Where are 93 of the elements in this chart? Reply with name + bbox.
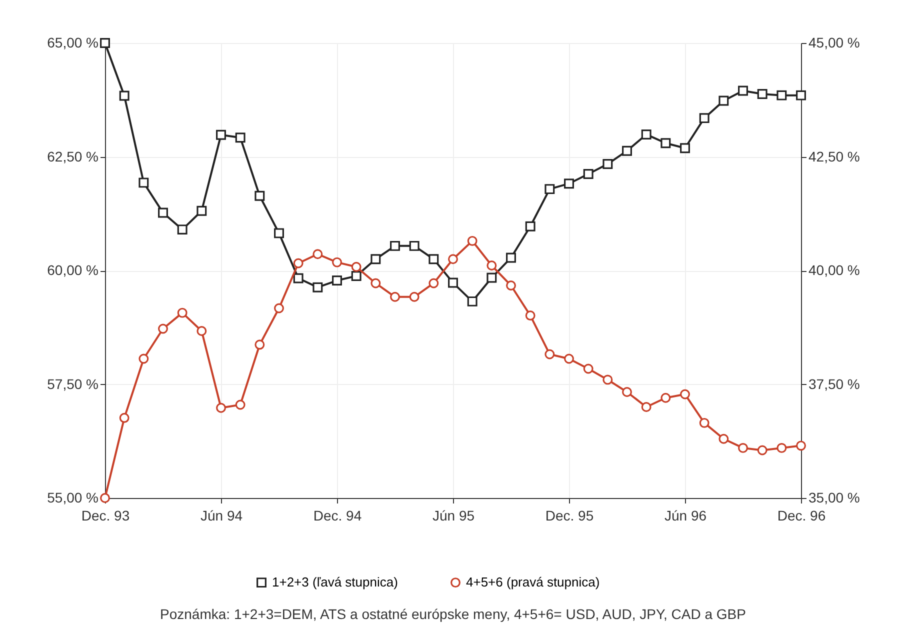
y2-tick-label: 40,00 % [808, 262, 860, 278]
point [718, 96, 729, 106]
point [100, 38, 110, 48]
point [602, 374, 613, 385]
x-tick-label: Dec. 93 [81, 508, 130, 524]
point [428, 278, 439, 288]
point [486, 260, 497, 270]
point [158, 324, 168, 334]
point [757, 445, 768, 456]
point [602, 159, 613, 170]
point [138, 354, 149, 364]
point [544, 349, 555, 360]
point [351, 262, 362, 272]
point [680, 143, 690, 154]
point [196, 206, 207, 216]
point [564, 354, 574, 364]
x-tick-label: Dec. 95 [545, 508, 594, 524]
point [738, 442, 748, 453]
point [525, 221, 536, 232]
y2-tick-label: 45,00 % [808, 34, 860, 50]
point [138, 178, 149, 188]
legend-label: 1+2+3 (ľavá stupnica) [272, 574, 398, 590]
point [622, 146, 632, 156]
x-tick-label: Jún 94 [200, 508, 243, 524]
point [332, 276, 342, 286]
y-tick-label: 57,50 % [47, 376, 98, 392]
point [583, 169, 594, 180]
point [680, 389, 690, 400]
point [506, 252, 516, 263]
point [467, 296, 478, 306]
y-tick-label: 55,00 % [47, 490, 98, 506]
point [699, 113, 710, 124]
point [274, 228, 284, 238]
point [776, 442, 787, 453]
point [254, 340, 265, 350]
y2-tick-label: 35,00 % [808, 490, 860, 506]
point [583, 364, 594, 374]
point [235, 400, 246, 410]
point [564, 178, 574, 189]
x-tick-label: Dec. 96 [777, 508, 826, 524]
point [622, 387, 632, 397]
point [660, 138, 671, 148]
point [177, 224, 188, 235]
y-tick-label: 60,00 % [47, 262, 98, 278]
point [216, 402, 226, 413]
x-tick-label: Jún 96 [664, 508, 707, 524]
point [738, 86, 748, 96]
point [796, 90, 806, 100]
text: Poznámka: 1+2+3=DEM, ATS a ostatné európske meny, 4+5+6= USD, AUD, JPY, CAD a GBP [160, 606, 746, 622]
point [486, 272, 497, 283]
legend-label: 4+5+6 (pravá stupnica) [466, 574, 600, 590]
point [428, 254, 439, 264]
point [293, 273, 304, 284]
point [216, 130, 226, 140]
point [776, 90, 787, 100]
point [448, 254, 458, 264]
x-tick-label: Dec. 94 [313, 508, 362, 524]
point [660, 392, 671, 403]
point [312, 282, 323, 292]
point [544, 184, 555, 194]
point [177, 308, 188, 318]
point [506, 280, 516, 290]
point [525, 310, 536, 321]
point [254, 190, 265, 201]
point [312, 249, 323, 260]
y-tick-label: 62,50 % [47, 148, 98, 164]
y2-tick-label: 37,50 % [808, 376, 860, 392]
point [409, 292, 420, 302]
point [119, 90, 130, 101]
point [757, 88, 768, 99]
point [409, 240, 420, 251]
point [370, 278, 381, 288]
point [196, 326, 207, 336]
point [699, 418, 710, 428]
point [332, 257, 342, 268]
y-tick-label: 65,00 % [47, 34, 98, 50]
point [370, 254, 381, 264]
point [390, 292, 400, 302]
point [293, 258, 304, 268]
point [119, 412, 130, 423]
point [351, 270, 362, 281]
y2-tick-label: 42,50 % [808, 148, 860, 164]
point [641, 402, 652, 412]
point [641, 129, 652, 140]
point [390, 240, 400, 251]
point [718, 434, 729, 444]
point [448, 278, 458, 288]
point [274, 303, 284, 314]
point [796, 440, 806, 451]
point [158, 208, 168, 218]
x-tick-label: Jún 95 [432, 508, 475, 524]
point [467, 236, 478, 246]
point [235, 132, 246, 143]
